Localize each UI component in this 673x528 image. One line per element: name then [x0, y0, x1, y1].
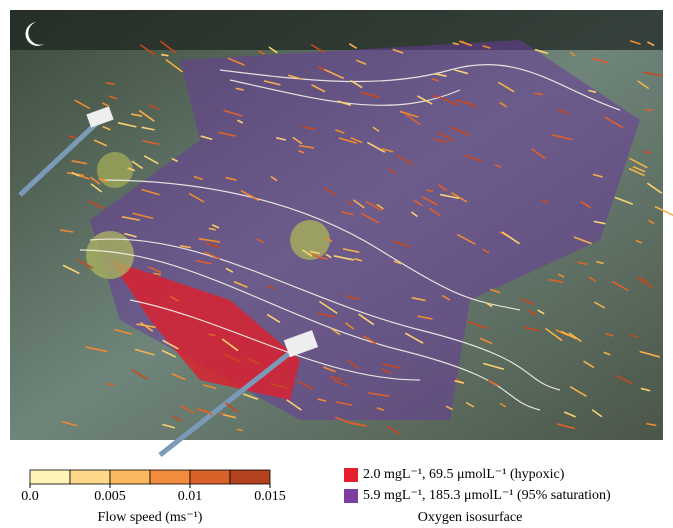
- reef-render: [10, 10, 673, 455]
- colorbar-tick-label: 0.005: [94, 489, 126, 504]
- colorbar-segment: [190, 470, 230, 484]
- colorbar-segment: [30, 470, 70, 484]
- figure: 0.0 0.005 0.01 0.015 Flow speed (ms⁻¹) 2.0 …: [0, 0, 673, 528]
- colorbar-tick-label: 0.0: [21, 489, 39, 504]
- legend: 2.0 mgL⁻¹, 69.5 μmolL⁻¹ (hypoxic) 5.9 mgL…: [344, 467, 611, 503]
- legend-swatch: [344, 468, 358, 482]
- coral-head: [86, 231, 134, 279]
- colorbar-segment: [70, 470, 110, 484]
- colorbar-segment: [150, 470, 190, 484]
- reef-shadow: [10, 10, 663, 50]
- colorbar-tick-label: 0.01: [178, 489, 203, 504]
- legend-title: Oxygen isosurface: [418, 510, 523, 525]
- colorbar-segment: [230, 470, 270, 484]
- colorbar-segment: [110, 470, 150, 484]
- colorbar-tick-label: 0.015: [254, 489, 286, 504]
- coral-head: [97, 152, 133, 188]
- legend-label: 2.0 mgL⁻¹, 69.5 μmolL⁻¹ (hypoxic): [363, 467, 565, 482]
- flow-arrow: [237, 429, 243, 430]
- colorbar: 0.0 0.005 0.01 0.015: [21, 470, 286, 504]
- legend-label: 5.9 mgL⁻¹, 185.3 μmolL⁻¹ (95% saturation…: [363, 488, 611, 503]
- legend-swatch: [344, 489, 358, 503]
- colorbar-label: Flow speed (ms⁻¹): [98, 510, 203, 525]
